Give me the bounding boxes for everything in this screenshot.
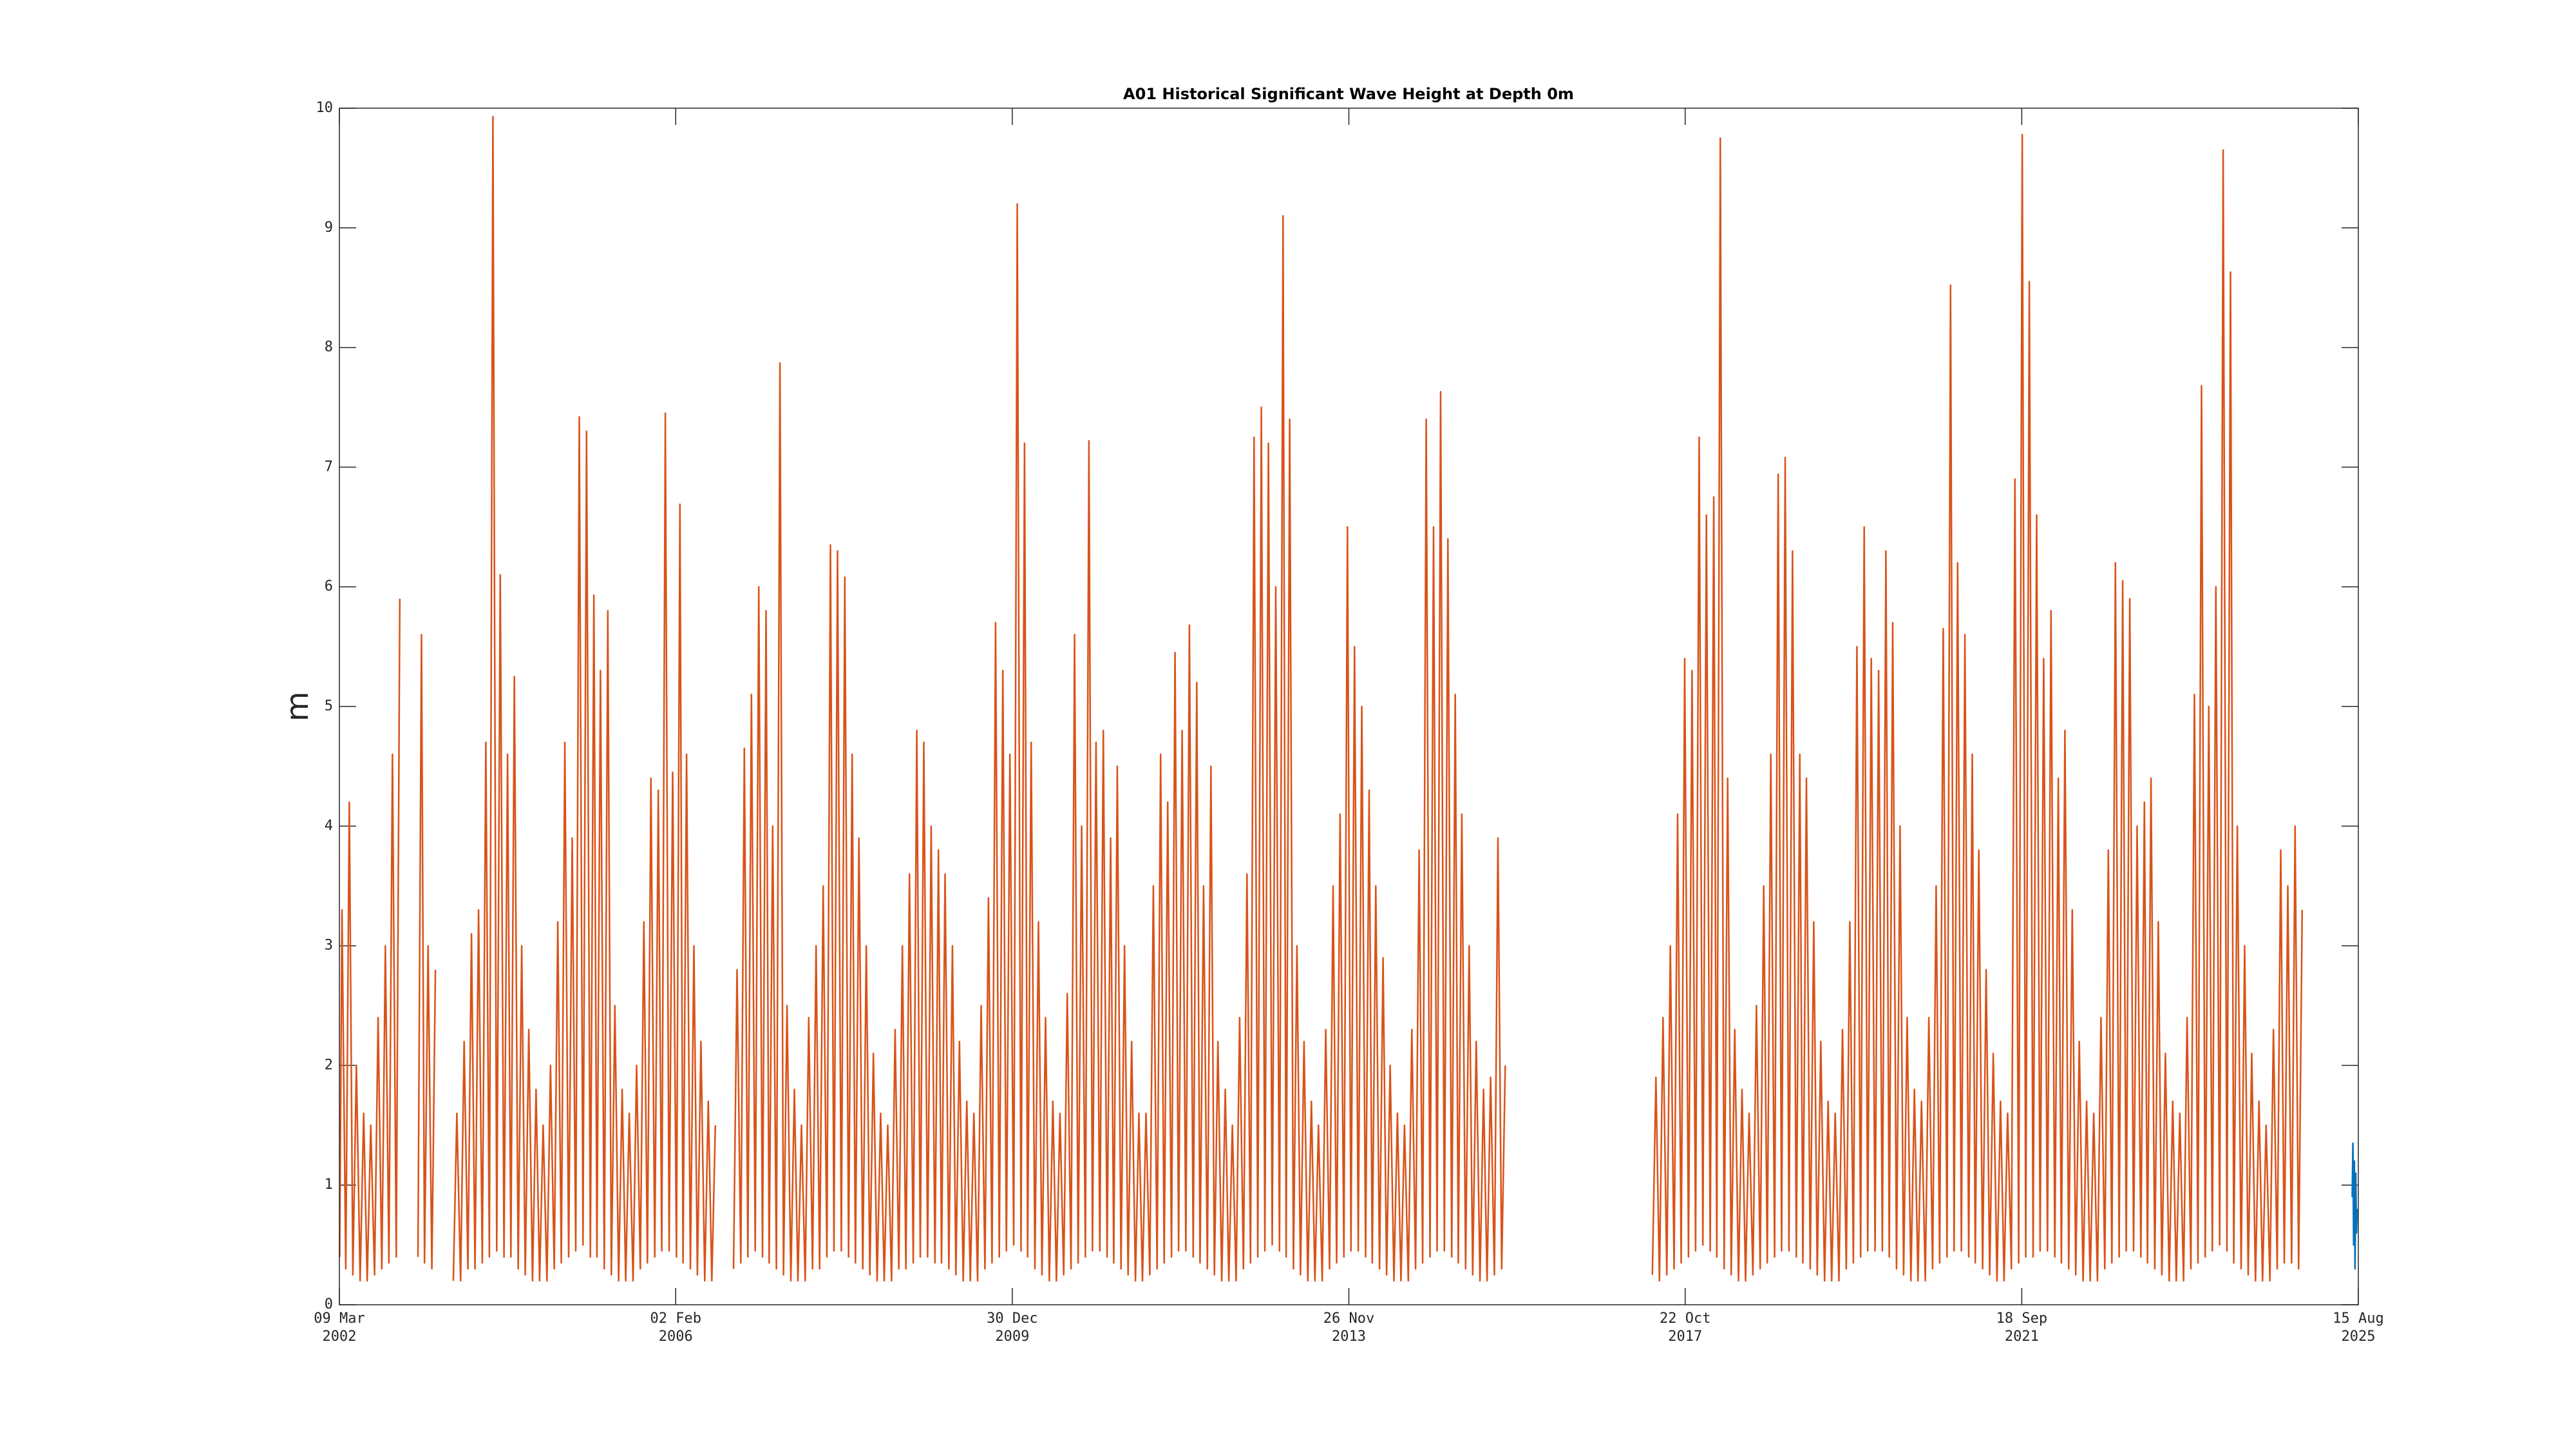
y-tick-label: 6 xyxy=(325,578,333,594)
x-tick-label: 18 Sep 2021 xyxy=(1996,1311,2048,1345)
x-tick-label: 02 Feb 2006 xyxy=(650,1311,701,1345)
chart-title: A01 Historical Significant Wave Height a… xyxy=(1123,85,1574,103)
y-tick-label: 1 xyxy=(325,1177,333,1193)
plot-frame xyxy=(339,108,2359,1305)
y-tick-label: 0 xyxy=(325,1296,333,1312)
y-tick-label: 8 xyxy=(325,339,333,355)
y-tick-label: 3 xyxy=(325,938,333,954)
y-axis-label: m xyxy=(279,692,316,722)
y-tick-label: 4 xyxy=(325,818,333,834)
x-tick-label: 09 Mar 2002 xyxy=(314,1311,365,1345)
y-tick-label: 2 xyxy=(325,1057,333,1073)
x-tick-label: 22 Oct 2017 xyxy=(1660,1311,1711,1345)
data-line xyxy=(339,115,2304,1282)
y-tick-label: 9 xyxy=(325,220,333,236)
x-tick-label: 15 Aug 2025 xyxy=(2333,1311,2384,1345)
y-tick-label: 10 xyxy=(316,100,334,116)
data-line xyxy=(2351,1142,2358,1270)
y-tick-label: 5 xyxy=(325,698,333,714)
x-tick-label: 26 Nov 2013 xyxy=(1323,1311,1375,1345)
y-tick-label: 7 xyxy=(325,459,333,475)
x-tick-label: 30 Dec 2009 xyxy=(987,1311,1038,1345)
